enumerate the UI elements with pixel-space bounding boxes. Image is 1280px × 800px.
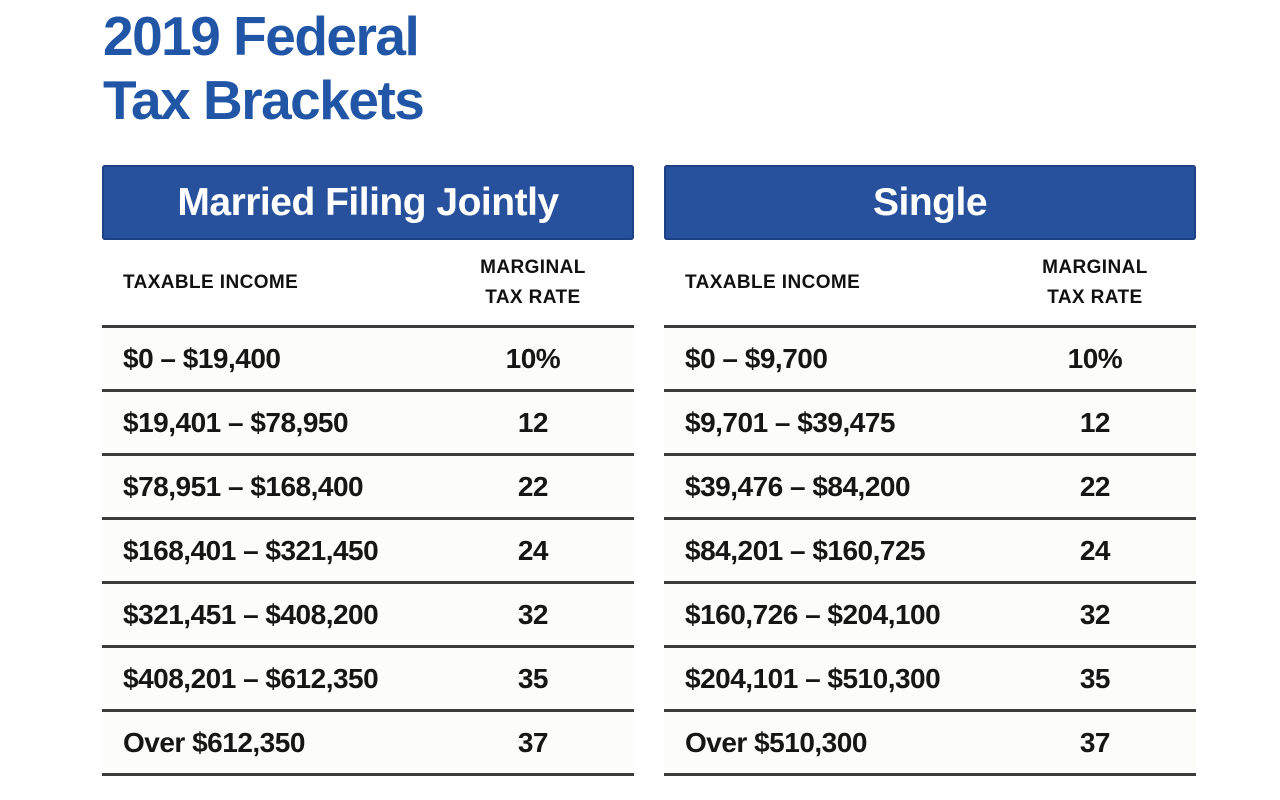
column-header-marginal-line2: TAX RATE [485, 286, 581, 308]
taxable-income-value: $19,401 – $78,950 [123, 406, 349, 438]
taxable-income-value: $9,701 – $39,475 [685, 406, 895, 438]
column-header-marginal-line1: MARGINAL [480, 256, 586, 278]
page-title-line2: Tax Brackets [103, 69, 425, 131]
column-header-marginal-tax-rate: MARGINAL TAX RATE [994, 253, 1196, 313]
marginal-tax-rate-value: 32 [517, 598, 549, 630]
page-title-line1: 2019 Federal [103, 5, 420, 67]
column-header-marginal-tax-rate: MARGINAL TAX RATE [432, 253, 634, 313]
taxable-income-value: $78,951 – $168,400 [123, 470, 364, 502]
table-rows: $0 – $19,400 10% $19,401 – $78,950 12 $78,95… [102, 325, 634, 776]
taxable-income-value: $321,451 – $408,200 [123, 598, 379, 630]
taxable-income-value: $84,201 – $160,725 [685, 534, 926, 566]
marginal-tax-rate-value: 24 [1079, 534, 1111, 566]
table-title-band-married-filing-jointly: Married Filing Jointly [102, 165, 634, 240]
taxable-income-value: $204,101 – $510,300 [685, 662, 941, 694]
table-row: Over $612,350 37 [102, 709, 634, 773]
taxable-income-value: $168,401 – $321,450 [123, 534, 379, 566]
taxable-income-value: $408,201 – $612,350 [123, 662, 379, 694]
table-row: $321,451 – $408,200 32 [102, 581, 634, 645]
table-row: Over $510,300 37 [664, 709, 1196, 773]
marginal-tax-rate-value: 12 [1079, 406, 1111, 438]
marginal-tax-rate-value: 10% [505, 342, 561, 374]
taxable-income-value: $160,726 – $204,100 [685, 598, 941, 630]
table-row: $9,701 – $39,475 12 [664, 389, 1196, 453]
column-header-row: TAXABLE INCOME MARGINAL TAX RATE [664, 240, 1196, 325]
table-row: $39,476 – $84,200 22 [664, 453, 1196, 517]
taxable-income-value: Over $612,350 [123, 726, 305, 758]
table-title-band-single: Single [664, 165, 1196, 240]
marginal-tax-rate-value: 35 [517, 662, 549, 694]
tables-container: Married Filing Jointly TAXABLE INCOME MA… [102, 165, 1196, 776]
column-header-taxable-income: TAXABLE INCOME [685, 271, 861, 293]
marginal-tax-rate-value: 37 [517, 726, 549, 758]
marginal-tax-rate-value: 22 [1079, 470, 1111, 502]
marginal-tax-rate-value: 12 [517, 406, 549, 438]
table-row: $204,101 – $510,300 35 [664, 645, 1196, 709]
taxable-income-value: $0 – $19,400 [123, 342, 281, 374]
marginal-tax-rate-value: 37 [1079, 726, 1111, 758]
table-row: $19,401 – $78,950 12 [102, 389, 634, 453]
table-row: $168,401 – $321,450 24 [102, 517, 634, 581]
column-header-marginal-line2: TAX RATE [1047, 286, 1143, 308]
marginal-tax-rate-value: 32 [1079, 598, 1111, 630]
marginal-tax-rate-value: 10% [1067, 342, 1123, 374]
table-row: $408,201 – $612,350 35 [102, 645, 634, 709]
table-rows: $0 – $9,700 10% $9,701 – $39,475 12 $39,476 … [664, 325, 1196, 776]
marginal-tax-rate-value: 35 [1079, 662, 1111, 694]
table-row: $160,726 – $204,100 32 [664, 581, 1196, 645]
table-single: Single TAXABLE INCOME MARGINAL TAX RATE … [664, 165, 1196, 776]
table-row: $0 – $19,400 10% [102, 325, 634, 389]
column-header-marginal-line1: MARGINAL [1042, 256, 1148, 278]
marginal-tax-rate-value: 22 [517, 470, 549, 502]
page-title: 2019 Federal Tax Brackets [103, 4, 425, 132]
table-row: $84,201 – $160,725 24 [664, 517, 1196, 581]
column-header-taxable-income: TAXABLE INCOME [123, 271, 299, 293]
table-row: $0 – $9,700 10% [664, 325, 1196, 389]
taxable-income-value: $39,476 – $84,200 [685, 470, 911, 502]
taxable-income-value: Over $510,300 [685, 726, 867, 758]
marginal-tax-rate-value: 24 [517, 534, 549, 566]
table-married-filing-jointly: Married Filing Jointly TAXABLE INCOME MA… [102, 165, 634, 776]
column-header-row: TAXABLE INCOME MARGINAL TAX RATE [102, 240, 634, 325]
taxable-income-value: $0 – $9,700 [685, 342, 828, 374]
table-row: $78,951 – $168,400 22 [102, 453, 634, 517]
